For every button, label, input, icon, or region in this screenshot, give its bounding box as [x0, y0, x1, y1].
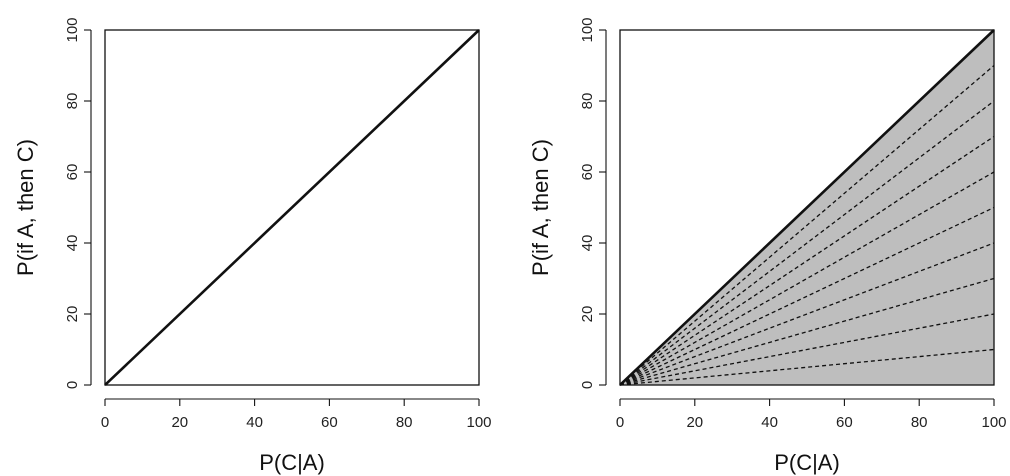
- chart-panel-1: 0 20 40 60 80 100 0 20 40 60 80 100 P(C|A) P(if A, th…: [13, 17, 492, 475]
- y-tick-label: 0: [579, 381, 596, 389]
- y-tick-label: 40: [64, 235, 81, 252]
- y-tick-label: 20: [579, 306, 596, 323]
- plot-frame: [619, 29, 995, 386]
- y-tick-label: 80: [64, 93, 81, 110]
- y-tick-label: 20: [64, 306, 81, 323]
- x-tick-label: 80: [911, 414, 928, 431]
- dashed-line-4: [619, 135, 995, 386]
- x-axis-title: P(C|A): [259, 450, 325, 475]
- x-tick-label: 40: [761, 414, 778, 431]
- x-axis-title: P(C|A): [774, 450, 840, 475]
- x-tick-label: 40: [246, 414, 263, 431]
- x-tick-label: 80: [396, 414, 413, 431]
- x-tick-label: 60: [836, 414, 853, 431]
- plot-frame: [104, 29, 480, 386]
- solid-line-1: [619, 29, 995, 386]
- y-tick-label: 0: [64, 381, 81, 389]
- y-tick-label: 100: [64, 17, 81, 42]
- y-tick-label: 100: [579, 17, 596, 42]
- dashed-line-5: [619, 171, 995, 386]
- dashed-line-2: [619, 65, 995, 386]
- x-tick-label: 100: [466, 414, 491, 431]
- x-tick-label: 0: [101, 414, 109, 431]
- x-tick-label: 60: [321, 414, 338, 431]
- y-axis-title: P(if A, then C): [13, 139, 38, 276]
- x-tick-label: 0: [616, 414, 624, 431]
- x-tick-label: 20: [686, 414, 703, 431]
- y-tick-label: 40: [579, 235, 596, 252]
- dashed-line-8: [619, 277, 995, 386]
- chart-panel-2: 0 20 40 60 80 100 0 20 40 60 80 100 P(C|A) P(if A, th…: [528, 17, 1007, 475]
- y-tick-label: 60: [579, 164, 596, 181]
- dashed-line-6: [619, 206, 995, 386]
- dashed-line-7: [619, 242, 995, 386]
- x-tick-label: 100: [981, 414, 1006, 431]
- dashed-line-9: [619, 313, 995, 386]
- x-tick-label: 20: [171, 414, 188, 431]
- y-tick-label: 60: [64, 164, 81, 181]
- y-tick-label: 80: [579, 93, 596, 110]
- solid-line-1: [104, 29, 480, 386]
- y-axis-title: P(if A, then C): [528, 139, 553, 276]
- dashed-line-3: [619, 100, 995, 386]
